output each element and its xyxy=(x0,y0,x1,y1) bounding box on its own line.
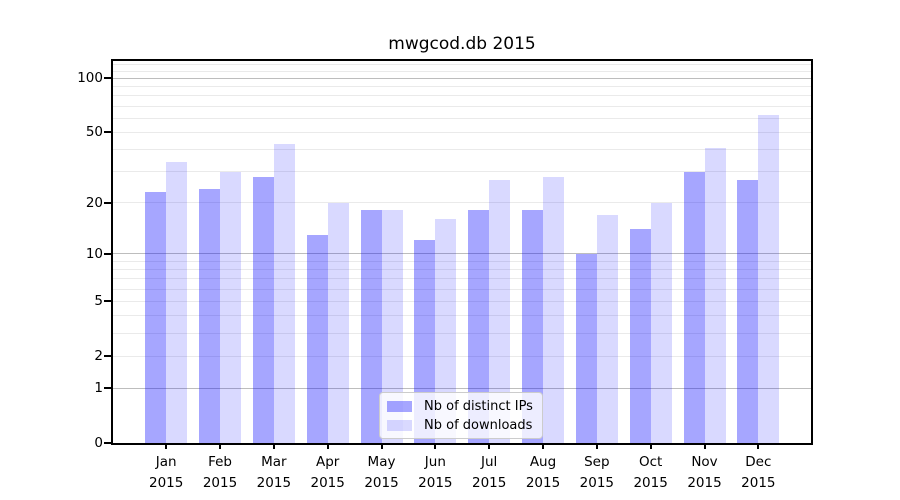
y-tick-label-5: 5 xyxy=(94,293,103,310)
chart-title: mwgcod.db 2015 xyxy=(388,34,536,54)
gridline-4 xyxy=(113,315,811,317)
x-tick-mark xyxy=(757,443,760,449)
x-tick-label-dec: Dec 2015 xyxy=(741,454,776,491)
y-tick-label-2: 2 xyxy=(94,348,103,365)
y-tick-mark xyxy=(104,77,111,80)
bar-distinct-ips-mar xyxy=(252,177,274,443)
y-tick-mark xyxy=(104,387,111,390)
bar-downloads-feb xyxy=(220,171,242,443)
legend-swatch-downloads xyxy=(387,419,412,431)
y-tick-mark xyxy=(104,201,111,204)
x-tick-mark xyxy=(703,443,706,449)
gridline-5 xyxy=(113,300,811,302)
bar-distinct-ips-jul xyxy=(468,210,490,443)
bar-distinct-ips-nov xyxy=(683,171,705,443)
legend-item-downloads: Nb of downloads xyxy=(387,417,533,433)
y-tick-label-100: 100 xyxy=(77,70,103,87)
x-tick-mark xyxy=(380,443,383,449)
gridline-50 xyxy=(113,131,811,133)
gridline-100 xyxy=(113,77,811,79)
bar-downloads-jul xyxy=(489,179,511,443)
gridline-120 xyxy=(113,63,811,65)
gridline-80 xyxy=(113,95,811,97)
x-tick-label-sep: Sep 2015 xyxy=(579,454,614,491)
gridline-30 xyxy=(113,171,811,173)
x-tick-mark xyxy=(219,443,222,449)
bar-distinct-ips-dec xyxy=(737,179,759,443)
bar-distinct-ips-apr xyxy=(306,234,328,443)
x-tick-mark xyxy=(649,443,652,449)
x-tick-label-jun: Jun 2015 xyxy=(418,454,453,491)
gridline-9 xyxy=(113,260,811,262)
y-tick-label-0: 0 xyxy=(94,435,103,451)
x-tick-mark xyxy=(542,443,544,449)
gridline-10 xyxy=(113,253,811,255)
y-tick-label-20: 20 xyxy=(85,194,103,211)
gridline-60 xyxy=(113,117,811,119)
gridline-2 xyxy=(113,355,811,357)
x-tick-label-aug: Aug 2015 xyxy=(525,454,561,491)
y-tick-label-10: 10 xyxy=(85,245,103,262)
y-tick-mark xyxy=(104,300,111,303)
x-tick-label-mar: Mar 2015 xyxy=(256,454,292,491)
y-tick-label-1: 1 xyxy=(94,380,103,397)
gridline-6 xyxy=(113,288,811,290)
y-tick-mark xyxy=(104,355,111,358)
bar-downloads-may xyxy=(381,210,403,443)
legend-label-distinct-ips: Nb of distinct IPs xyxy=(424,398,533,414)
bar-distinct-ips-jan xyxy=(145,191,167,443)
bar-downloads-nov xyxy=(704,147,726,443)
bar-distinct-ips-feb xyxy=(199,188,221,443)
x-tick-label-feb: Feb 2015 xyxy=(202,454,238,491)
y-tick-mark xyxy=(104,252,111,255)
gridline-20 xyxy=(113,202,811,204)
legend-item-distinct-ips: Nb of distinct IPs xyxy=(387,398,533,414)
legend-swatch-distinct-ips xyxy=(387,400,412,412)
gridline-90 xyxy=(113,86,811,88)
x-tick-mark xyxy=(595,443,598,449)
bar-distinct-ips-sep xyxy=(575,253,597,443)
y-tick-mark xyxy=(104,442,111,444)
x-tick-mark xyxy=(165,443,168,449)
gridline-3 xyxy=(113,333,811,334)
bar-downloads-oct xyxy=(650,202,672,443)
x-tick-mark xyxy=(326,443,329,449)
y-tick-mark xyxy=(104,131,111,134)
x-tick-mark xyxy=(272,443,275,449)
x-tick-label-jul: Jul 2015 xyxy=(471,454,507,491)
legend-label-downloads: Nb of downloads xyxy=(424,417,533,433)
gridline-110 xyxy=(113,70,811,72)
bar-downloads-jun xyxy=(435,219,457,443)
bar-downloads-mar xyxy=(273,144,295,443)
bar-downloads-sep xyxy=(596,214,618,443)
gridline-70 xyxy=(113,105,811,107)
bar-distinct-ips-oct xyxy=(629,229,651,443)
gridline-40 xyxy=(113,149,811,151)
y-tick-label-50: 50 xyxy=(85,124,103,141)
bar-downloads-aug xyxy=(543,177,564,443)
x-tick-label-jan: Jan 2015 xyxy=(149,454,184,491)
x-tick-label-apr: Apr 2015 xyxy=(310,454,345,491)
plot-area xyxy=(111,59,813,445)
x-tick-mark xyxy=(488,443,491,449)
gridline-1 xyxy=(113,387,811,389)
gridline-8 xyxy=(113,268,811,270)
bar-distinct-ips-aug xyxy=(522,210,543,443)
bar-distinct-ips-may xyxy=(360,210,382,443)
gridline-7 xyxy=(113,278,811,280)
bar-downloads-dec xyxy=(758,114,780,443)
bar-downloads-jan xyxy=(166,162,188,443)
legend: Nb of distinct IPs Nb of downloads xyxy=(379,392,543,439)
x-tick-label-nov: Nov 2015 xyxy=(687,454,722,491)
x-tick-label-oct: Oct 2015 xyxy=(633,454,668,491)
bar-downloads-apr xyxy=(327,202,349,443)
x-tick-label-may: May 2015 xyxy=(364,454,399,491)
x-tick-mark xyxy=(434,443,437,449)
